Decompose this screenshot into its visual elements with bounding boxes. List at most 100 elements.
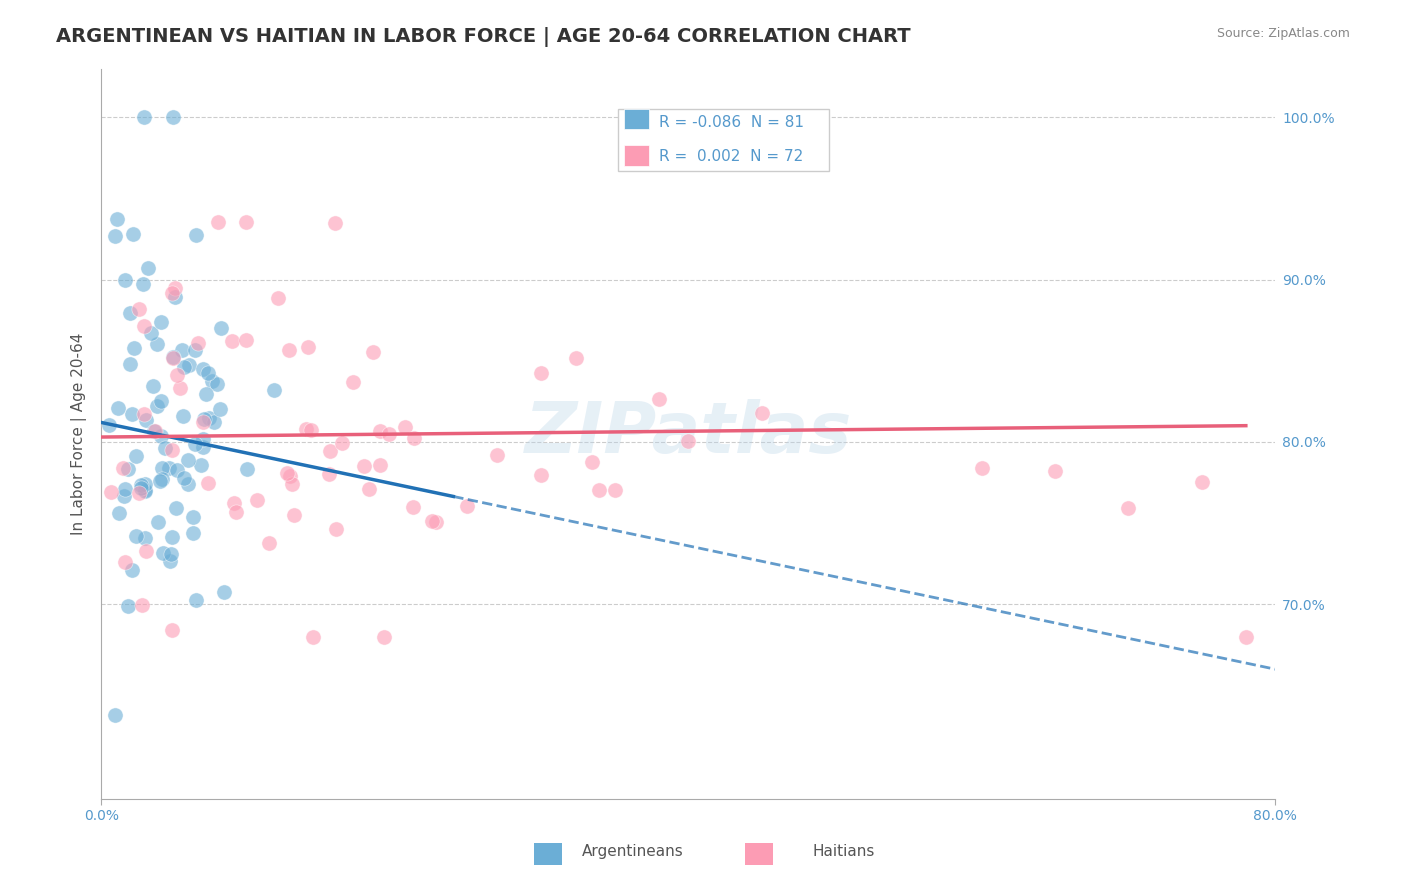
Point	[263, 383, 285, 397]
Point	[143, 424, 166, 438]
Point	[149, 475, 172, 489]
Point	[187, 336, 209, 351]
Point	[1043, 464, 1066, 478]
Point	[197, 475, 219, 490]
Point	[197, 366, 219, 380]
Point	[191, 362, 214, 376]
Point	[361, 345, 384, 359]
Point	[295, 422, 318, 436]
Point	[283, 508, 305, 522]
Point	[132, 319, 155, 334]
Point	[1234, 630, 1257, 644]
Point	[278, 343, 301, 357]
Point	[319, 443, 342, 458]
Point	[172, 343, 194, 357]
Point	[121, 563, 143, 577]
Text: R =  0.002  N = 72: R = 0.002 N = 72	[659, 149, 803, 164]
Point	[325, 522, 347, 536]
Point	[278, 469, 301, 483]
Point	[184, 437, 207, 451]
Point	[153, 441, 176, 455]
Point	[394, 419, 416, 434]
Point	[297, 340, 319, 354]
Point	[970, 461, 993, 475]
Point	[118, 305, 141, 319]
FancyBboxPatch shape	[617, 109, 830, 170]
Point	[107, 506, 129, 520]
Point	[162, 110, 184, 124]
Point	[136, 260, 159, 275]
Text: Argentineans: Argentineans	[582, 845, 683, 859]
Point	[166, 463, 188, 477]
Point	[330, 436, 353, 450]
Point	[100, 485, 122, 500]
FancyBboxPatch shape	[624, 109, 650, 129]
Point	[125, 449, 148, 463]
Point	[159, 554, 181, 568]
Point	[160, 530, 183, 544]
Point	[118, 358, 141, 372]
Point	[281, 476, 304, 491]
Point	[318, 467, 340, 481]
Point	[177, 477, 200, 491]
Point	[152, 546, 174, 560]
Point	[190, 458, 212, 472]
Point	[122, 227, 145, 242]
Point	[134, 407, 156, 421]
Point	[378, 427, 401, 442]
Point	[160, 285, 183, 300]
Point	[134, 476, 156, 491]
Point	[97, 417, 120, 432]
Point	[131, 477, 153, 491]
Point	[141, 326, 163, 341]
Point	[159, 547, 181, 561]
Point	[124, 529, 146, 543]
Text: Source: ZipAtlas.com: Source: ZipAtlas.com	[1216, 27, 1350, 40]
Point	[105, 212, 128, 227]
Point	[323, 216, 346, 230]
Point	[530, 467, 553, 482]
Y-axis label: In Labor Force | Age 20-64: In Labor Force | Age 20-64	[72, 333, 87, 535]
Point	[368, 424, 391, 438]
Point	[676, 434, 699, 449]
Point	[530, 366, 553, 380]
Point	[565, 351, 588, 365]
Point	[276, 466, 298, 480]
Point	[368, 458, 391, 472]
Point	[165, 501, 187, 516]
Point	[104, 229, 127, 244]
Point	[648, 392, 671, 406]
Point	[179, 358, 201, 372]
Point	[456, 499, 478, 513]
Point	[235, 215, 257, 229]
Point	[183, 525, 205, 540]
Point	[191, 432, 214, 446]
Point	[751, 406, 773, 420]
Point	[131, 598, 153, 612]
Point	[128, 486, 150, 500]
Point	[225, 505, 247, 519]
Text: ARGENTINEAN VS HAITIAN IN LABOR FORCE | AGE 20-64 CORRELATION CHART: ARGENTINEAN VS HAITIAN IN LABOR FORCE | …	[56, 27, 911, 46]
Point	[402, 431, 425, 445]
Point	[132, 110, 155, 124]
Text: Haitians: Haitians	[813, 845, 875, 859]
Point	[181, 510, 204, 524]
Point	[236, 462, 259, 476]
Point	[267, 291, 290, 305]
Point	[150, 461, 173, 475]
Point	[160, 443, 183, 458]
Point	[112, 490, 135, 504]
Point	[121, 407, 143, 421]
Point	[172, 409, 194, 423]
Point	[134, 531, 156, 545]
Point	[135, 543, 157, 558]
Point	[214, 585, 236, 599]
Point	[114, 555, 136, 569]
Point	[150, 315, 173, 329]
Point	[135, 413, 157, 427]
Point	[209, 402, 232, 417]
Point	[162, 350, 184, 364]
Point	[148, 515, 170, 529]
Point	[150, 429, 173, 443]
Point	[132, 277, 155, 291]
